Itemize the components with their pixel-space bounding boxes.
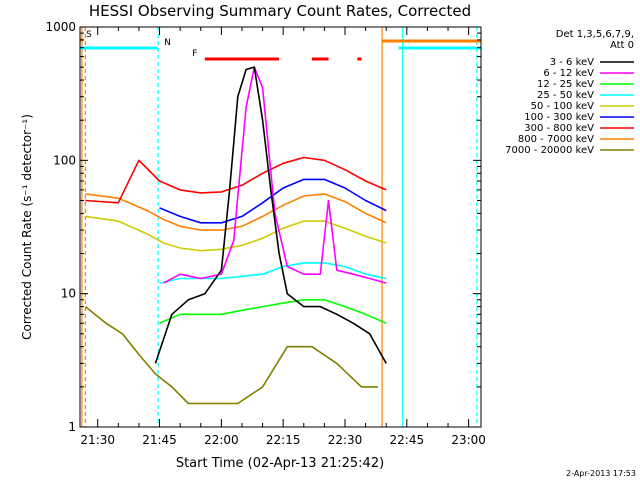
flag-label-s: S: [86, 30, 92, 40]
legend-label: 7000 - 20000 keV: [505, 145, 594, 156]
flag-label-n: N: [164, 38, 171, 48]
chart-title: HESSI Observing Summary Count Rates, Cor…: [89, 2, 471, 20]
y-tick-label: 1: [68, 420, 76, 434]
legend-header-line: Det 1,3,5,6,7,9,: [556, 29, 634, 40]
plot-frame: [79, 26, 482, 428]
x-tick-label: 22:45: [390, 433, 425, 447]
legend-header-line: Att 0: [610, 40, 634, 51]
axes-layer: 1 10 100 1000 21:30 21:45 22:00 22:15 22:30 22:45…: [45, 20, 485, 447]
legend-label: 12 - 25 keV: [537, 79, 594, 90]
legend-label: 25 - 50 keV: [537, 90, 594, 101]
x-tick-label: 22:15: [266, 433, 301, 447]
y-axis-label: Corrected Count Rate (s⁻¹ detector⁻¹): [20, 114, 34, 340]
series-line-50-100-kev: [85, 215, 387, 252]
x-axis-label: Start Time (02-Apr-13 21:25:42): [176, 456, 384, 471]
x-tick-label: 22:00: [204, 433, 239, 447]
legend-label: 6 - 12 keV: [543, 68, 594, 79]
legend-label: 800 - 7000 keV: [518, 134, 594, 145]
x-tick-label: 21:30: [80, 433, 115, 447]
legend-label: 50 - 100 keV: [531, 101, 595, 112]
x-tick-label: 23:00: [451, 433, 486, 447]
series-line-7000-20000-kev: [84, 305, 378, 405]
legend-label: 3 - 6 keV: [550, 57, 594, 68]
flag-label-f: F: [192, 49, 197, 59]
legend-label: 100 - 300 keV: [524, 112, 594, 123]
series-line-800-7000-kev: [85, 193, 387, 231]
y-tick-label: 100: [53, 153, 76, 167]
series-line-3-6-kev: [154, 66, 387, 364]
data-layer: S N F: [80, 27, 481, 427]
footer-timestamp: 2-Apr-2013 17:53: [566, 469, 636, 478]
series-line-6-12-kev: [163, 66, 387, 284]
y-tick-label: 1000: [45, 20, 76, 34]
series-line-300-800-kev: [85, 156, 387, 204]
y-tick-label: 10: [61, 287, 76, 301]
series-line-12-25-kev: [159, 298, 387, 324]
legend-label: 300 - 800 keV: [524, 123, 594, 134]
x-tick-label: 22:30: [328, 433, 363, 447]
x-tick-label: 21:45: [142, 433, 177, 447]
